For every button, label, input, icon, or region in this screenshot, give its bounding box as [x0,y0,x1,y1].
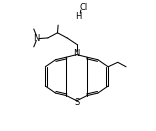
Text: H: H [75,12,81,21]
Text: N: N [73,49,80,58]
Text: Cl: Cl [79,3,87,12]
Text: N: N [33,34,39,43]
Text: S: S [74,98,79,107]
